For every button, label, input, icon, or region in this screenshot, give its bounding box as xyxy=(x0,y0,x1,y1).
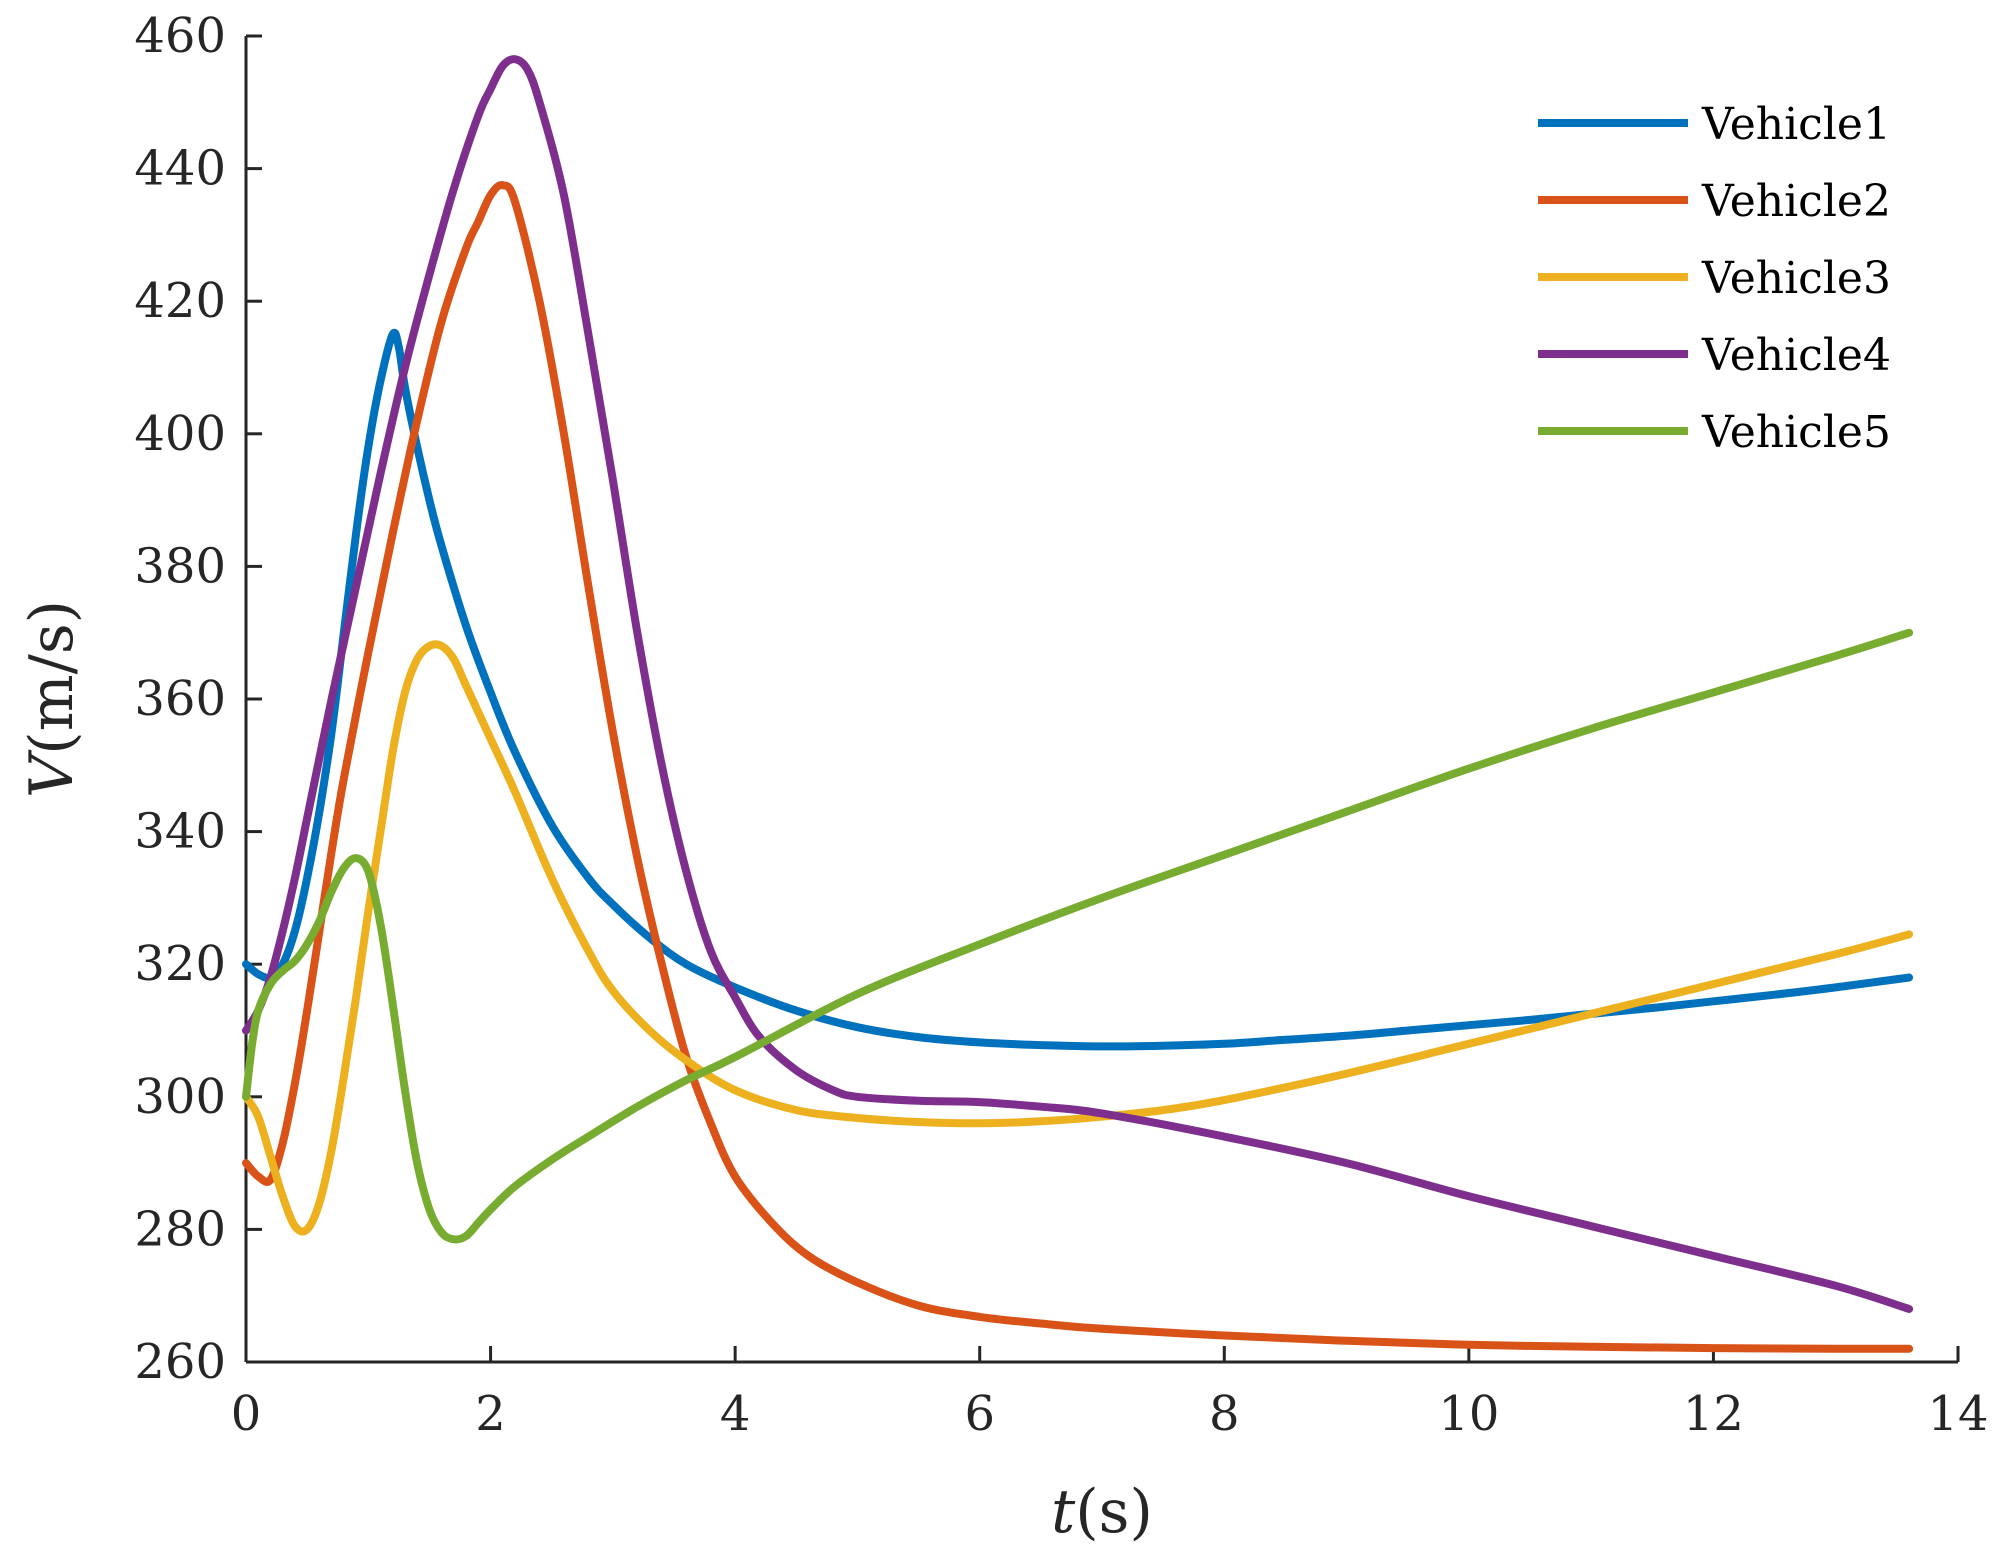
legend-label-vehicle3: Vehicle3 xyxy=(1701,253,1891,304)
series-line-vehicle5 xyxy=(242,628,1914,1244)
legend-label-vehicle4: Vehicle4 xyxy=(1701,330,1891,381)
x-axis-var: t xyxy=(1051,1477,1076,1547)
x-axis-unit: (s) xyxy=(1075,1477,1153,1547)
y-axis-title: V(m/s) xyxy=(17,600,87,798)
y-axis-unit: (m/s) xyxy=(17,600,87,755)
x-tick-label: 10 xyxy=(1438,1386,1499,1442)
y-tick-label: 260 xyxy=(134,1334,226,1390)
legend: Vehicle1 Vehicle2 Vehicle3 Vehicle4 Vehicle5 xyxy=(1538,99,1891,458)
x-tick-label: 14 xyxy=(1927,1386,1988,1442)
y-ticks: 260 280 300 320 340 360 380 400 420 440 460 xyxy=(134,8,262,1390)
y-tick-label: 300 xyxy=(134,1069,226,1125)
y-tick-label: 460 xyxy=(134,8,226,64)
legend-label-vehicle2: Vehicle2 xyxy=(1701,176,1891,227)
series-group xyxy=(242,55,1914,1353)
x-tick-label: 4 xyxy=(720,1386,751,1442)
x-tick-label: 2 xyxy=(475,1386,506,1442)
y-tick-label: 400 xyxy=(134,406,226,462)
y-tick-label: 420 xyxy=(134,273,226,329)
x-axis-title: t(s) xyxy=(1051,1477,1153,1547)
x-tick-label: 12 xyxy=(1683,1386,1744,1442)
y-tick-label: 360 xyxy=(134,671,226,727)
series-line-vehicle2 xyxy=(242,181,1914,1353)
x-tick-label: 6 xyxy=(964,1386,995,1442)
x-ticks: 0 2 4 6 8 10 12 14 xyxy=(231,1346,1989,1442)
series-line-vehicle1 xyxy=(242,328,1914,1051)
x-tick-label: 8 xyxy=(1209,1386,1240,1442)
y-tick-label: 320 xyxy=(134,936,226,992)
y-tick-label: 280 xyxy=(134,1201,226,1257)
y-tick-label: 380 xyxy=(134,538,226,594)
y-tick-label: 340 xyxy=(134,804,226,860)
series-line-vehicle3 xyxy=(242,640,1914,1236)
y-tick-label: 440 xyxy=(134,141,226,197)
series-line-vehicle4 xyxy=(242,55,1914,1313)
x-tick-label: 0 xyxy=(231,1386,262,1442)
legend-label-vehicle1: Vehicle1 xyxy=(1701,99,1891,150)
y-axis-var: V xyxy=(17,749,87,798)
legend-label-vehicle5: Vehicle5 xyxy=(1701,407,1891,458)
